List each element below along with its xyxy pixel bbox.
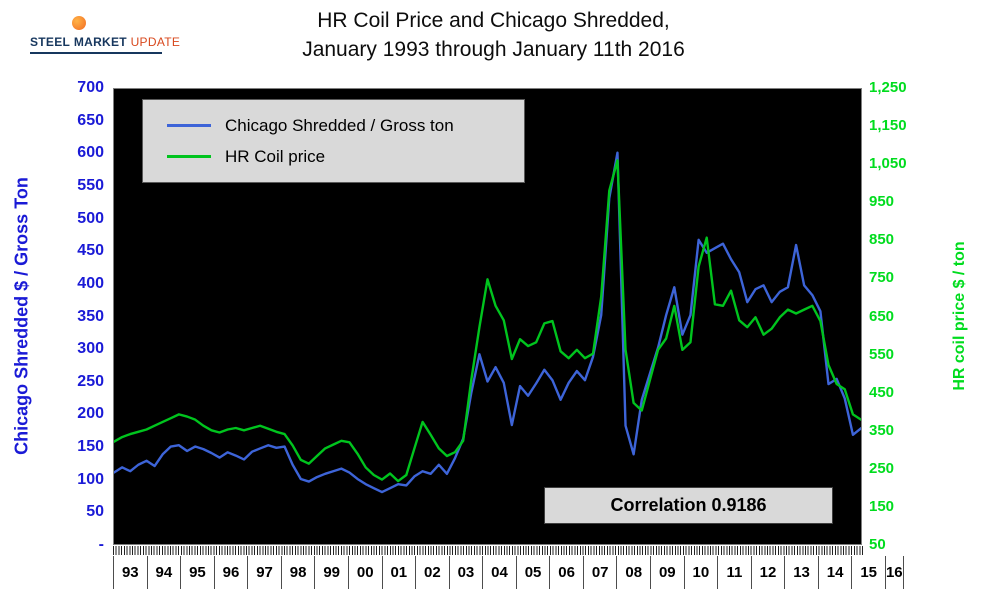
legend: Chicago Shredded / Gross ton HR Coil pri…: [142, 99, 525, 183]
left-axis-tick-label: -: [98, 536, 104, 553]
right-axis-tick-label: 150: [869, 497, 895, 515]
x-axis-year-label: 94: [146, 556, 181, 589]
logo-text: STEEL MARKET UPDATE: [30, 35, 180, 49]
logo-word-steel: STEEL: [30, 35, 71, 49]
line-chicago-shredded: [114, 151, 861, 494]
right-axis-tick-label: 1,250: [869, 79, 907, 96]
x-axis-year-label: 12: [750, 556, 785, 589]
left-axis-tick-label: 50: [86, 503, 104, 521]
x-axis-year-label: 01: [381, 556, 416, 589]
logo-sun-icon: [72, 16, 86, 30]
x-axis-year-label: 05: [515, 556, 550, 589]
right-axis-tick-label: 950: [869, 193, 895, 211]
x-axis-year-label: 03: [448, 556, 483, 589]
steel-market-update-logo: STEEL MARKET UPDATE: [28, 16, 180, 70]
x-axis-year-label: 15: [851, 556, 885, 589]
x-axis-year-label: 06: [549, 556, 583, 589]
x-axis-year-label: 99: [314, 556, 348, 589]
legend-swatch-blue-line: [167, 124, 211, 127]
x-axis-year-label: 10: [683, 556, 718, 589]
logo-word-update: UPDATE: [130, 35, 181, 49]
left-axis-tick-label: 250: [77, 372, 104, 390]
left-axis-tick-label: 550: [77, 176, 104, 194]
left-axis-tick-label: 450: [77, 242, 104, 260]
left-axis-tick-label: 200: [77, 405, 104, 423]
x-axis-year-label: 02: [415, 556, 449, 589]
left-axis-tick-label: 650: [77, 111, 104, 129]
right-axis-tick-label: 1,150: [869, 117, 907, 135]
chart-title-line1: HR Coil Price and Chicago Shredded,: [317, 9, 670, 32]
chart-title-line2: January 1993 through January 11th 2016: [302, 38, 685, 61]
x-axis-year-label: 16: [884, 556, 904, 589]
legend-label-chicago-shredded: Chicago Shredded / Gross ton: [225, 115, 454, 135]
chart-canvas: [114, 151, 861, 494]
right-axis-tick-label: 50: [869, 536, 886, 553]
x-axis-year-label: 04: [482, 556, 516, 589]
right-axis-title: HR coil price $ / ton: [951, 241, 968, 391]
left-axis-tick-label: 100: [77, 470, 104, 488]
x-axis-year-label: 07: [582, 556, 617, 589]
left-axis-tick-label: 500: [77, 209, 104, 227]
left-axis-tick-label: 400: [77, 274, 104, 292]
right-axis-tick-label: 250: [869, 459, 895, 477]
right-axis-tick-label: 550: [869, 345, 895, 363]
left-axis-tick-label: 300: [77, 340, 104, 358]
x-axis-year-label: 11: [717, 556, 751, 589]
legend-item-chicago-shredded: Chicago Shredded / Gross ton: [167, 116, 524, 136]
right-axis-tick-label: 350: [869, 421, 895, 439]
left-axis-tick-labels: 700 650 600 550 500 450 400 350 300 250 200 150 100 5…: [30, 0, 104, 605]
x-axis-year-label: 97: [247, 556, 281, 589]
legend-swatch-green-line: [167, 155, 211, 158]
x-axis-year-label: 13: [784, 556, 818, 589]
right-axis-tick-label: 1,050: [869, 155, 907, 173]
x-axis-year-label: 14: [817, 556, 852, 589]
x-axis-year-label: 98: [280, 556, 315, 589]
right-axis-tick-labels: 1,250 1,150 1,050 950 850 750 650 550 450 350 250 1…: [869, 0, 943, 605]
x-axis-year-label: 93: [113, 556, 147, 589]
x-axis-year-label: 09: [650, 556, 684, 589]
x-axis-year-label: 08: [616, 556, 650, 589]
right-axis-tick-label: 450: [869, 383, 895, 401]
right-axis-tick-label: 650: [869, 307, 895, 325]
x-axis-year-label: 96: [213, 556, 248, 589]
x-axis-year-label: 00: [347, 556, 382, 589]
x-axis-year-label: 95: [180, 556, 214, 589]
chart-title: HR Coil Price and Chicago Shredded, Janu…: [0, 6, 987, 64]
left-axis-tick-label: 600: [77, 144, 104, 162]
legend-item-hr-coil: HR Coil price: [167, 147, 524, 167]
x-axis-month-ticks: [113, 546, 863, 555]
left-axis-tick-label: 150: [77, 438, 104, 456]
logo-divider: [30, 52, 162, 54]
right-axis-tick-label: 750: [869, 269, 895, 287]
left-axis-tick-label: 350: [77, 307, 104, 325]
legend-label-hr-coil: HR Coil price: [225, 146, 326, 166]
x-axis-year-labels: 93 94 95 96 97 98 99 00 01 02 03 04 05 06 07 08 09 10 11 12…: [113, 556, 904, 589]
correlation-annotation: Correlation 0.9186: [544, 487, 833, 524]
right-axis-tick-label: 850: [869, 231, 895, 249]
logo-word-market: MARKET: [73, 35, 127, 49]
left-axis-tick-label: 700: [77, 79, 104, 96]
line-hr-coil: [114, 159, 861, 483]
